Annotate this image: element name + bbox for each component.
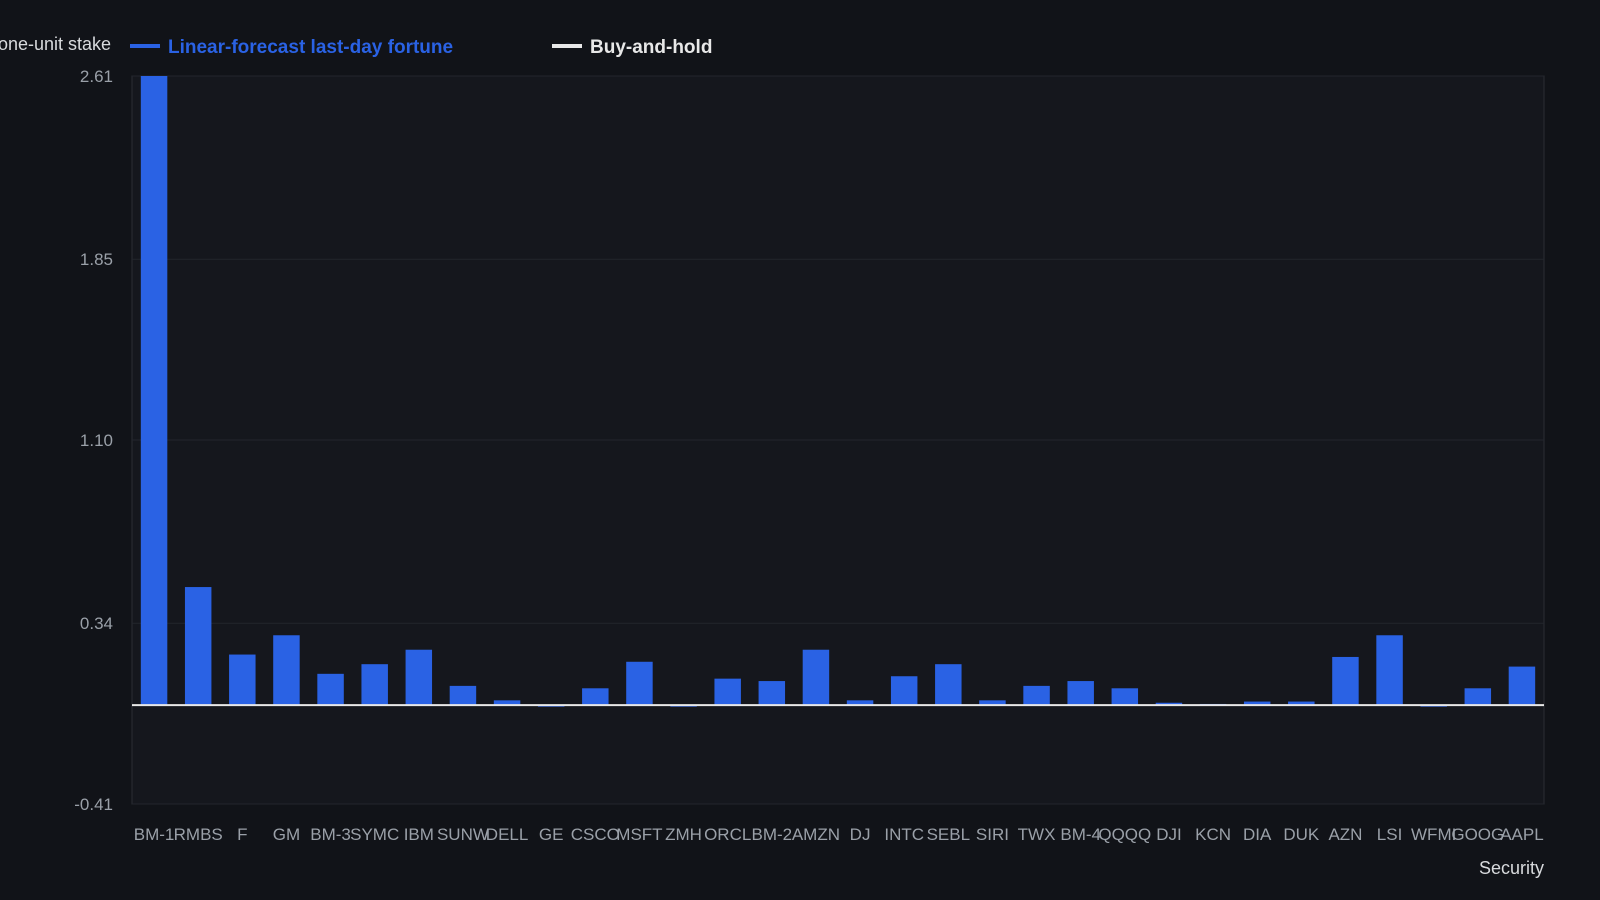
x-tick-label: BM-2 — [752, 825, 793, 844]
x-tick-label: DJI — [1156, 825, 1182, 844]
x-tick-label: INTC — [884, 825, 924, 844]
x-tick-label: F — [237, 825, 247, 844]
bar — [449, 685, 477, 706]
bar — [317, 673, 344, 706]
bar — [714, 678, 741, 706]
bar — [758, 681, 786, 706]
bar — [361, 664, 388, 706]
bar — [229, 654, 256, 706]
x-tick-label: BM-3 — [310, 825, 351, 844]
legend-label-buy-and-hold: Buy-and-hold — [590, 37, 712, 58]
y-axis-ticks: 2.61 1.85 1.10 0.34 -0.41 — [74, 67, 113, 814]
x-tick-label: SIRI — [976, 825, 1009, 844]
x-tick-label: RMBS — [174, 825, 223, 844]
bar — [184, 587, 212, 706]
bar — [1508, 666, 1536, 706]
bar — [493, 700, 521, 706]
x-tick-label: SUNW — [437, 825, 489, 844]
y-axis-title: one-unit stake — [0, 34, 111, 54]
bar — [846, 700, 874, 706]
y-tick-label: 0.34 — [80, 614, 113, 633]
legend-label-forecast: Linear-forecast last-day fortune — [168, 37, 453, 58]
legend-item-forecast[interactable]: Linear-forecast last-day fortune — [130, 37, 453, 58]
x-tick-label: BM-1 — [134, 825, 175, 844]
bar — [890, 676, 918, 706]
x-tick-label: GM — [273, 825, 300, 844]
bar — [1155, 702, 1183, 706]
x-tick-label: QQQQ — [1098, 825, 1151, 844]
x-tick-label: BM-4 — [1060, 825, 1101, 844]
bar — [1023, 685, 1050, 706]
x-tick-label: IBM — [404, 825, 434, 844]
x-tick-label: CSCO — [571, 825, 620, 844]
x-axis-title: Security — [1479, 858, 1544, 878]
x-tick-label: AMZN — [792, 825, 840, 844]
x-tick-label: DIA — [1243, 825, 1272, 844]
bar — [1243, 701, 1271, 706]
bar — [405, 649, 433, 706]
bar — [140, 76, 168, 706]
x-tick-label: DJ — [850, 825, 871, 844]
bar — [935, 664, 962, 706]
bar — [1288, 701, 1315, 706]
bar — [1376, 635, 1403, 706]
y-tick-label: 2.61 — [80, 67, 113, 86]
x-tick-label: AAPL — [1500, 825, 1543, 844]
legend: Linear-forecast last-day fortune Buy-and… — [130, 37, 712, 58]
x-tick-label: MSFT — [616, 825, 662, 844]
y-tick-label: 1.85 — [80, 250, 113, 269]
x-tick-label: DUK — [1283, 825, 1320, 844]
x-tick-label: GE — [539, 825, 564, 844]
x-tick-label: GOOG — [1451, 825, 1504, 844]
bar — [979, 700, 1006, 706]
bar — [582, 688, 609, 706]
x-tick-label: SYMC — [350, 825, 399, 844]
bar — [1464, 688, 1492, 706]
bars — [140, 76, 1536, 707]
x-tick-label: TWX — [1018, 825, 1056, 844]
bar — [1067, 681, 1094, 706]
x-tick-label: ORCL — [704, 825, 751, 844]
y-tick-label: -0.41 — [74, 795, 113, 814]
bar — [626, 661, 653, 706]
x-tick-label: AZN — [1328, 825, 1362, 844]
y-tick-label: 1.10 — [80, 431, 113, 450]
grid-lines — [132, 75, 1544, 805]
x-tick-label: WFMI — [1411, 825, 1456, 844]
x-tick-label: LSI — [1377, 825, 1403, 844]
bar — [273, 635, 300, 706]
bar — [1111, 688, 1139, 706]
x-tick-label: KCN — [1195, 825, 1231, 844]
bar — [1332, 656, 1359, 706]
bar — [802, 649, 830, 706]
x-tick-label: ZMH — [665, 825, 702, 844]
legend-item-buy-and-hold[interactable]: Buy-and-hold — [552, 37, 712, 58]
x-tick-label: DELL — [486, 825, 529, 844]
x-tick-label: SEBL — [927, 825, 970, 844]
